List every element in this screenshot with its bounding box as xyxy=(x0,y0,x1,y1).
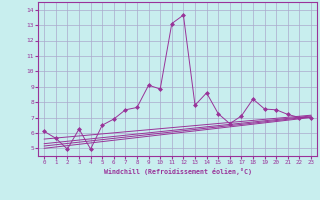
X-axis label: Windchill (Refroidissement éolien,°C): Windchill (Refroidissement éolien,°C) xyxy=(104,168,252,175)
